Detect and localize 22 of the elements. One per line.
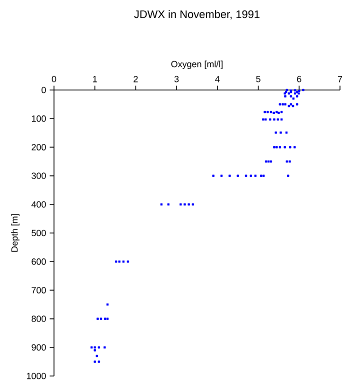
y-tick-label: 900 — [32, 344, 46, 351]
y-tick-label: 500 — [32, 230, 46, 236]
y-tick-label: 800 — [32, 316, 46, 322]
y-tick-label: 400 — [31, 201, 46, 208]
y-tick-label: 1000 — [26, 372, 46, 380]
chart-title: JDWX in November, 1991 — [134, 10, 260, 20]
y-tick-label: 200 — [32, 144, 46, 150]
x-tick-label: 6 — [297, 76, 302, 82]
y-tick-label: 100 — [32, 115, 46, 122]
y-tick-label: 0 — [42, 86, 46, 94]
x-tick-label: 0 — [52, 76, 56, 82]
x-tick-label: 3 — [174, 76, 179, 82]
x-tick-label: 5 — [256, 76, 260, 82]
x-tick-label: 4 — [215, 76, 220, 82]
y-tick-label: 300 — [32, 172, 46, 179]
y-axis-title: Depth [m] — [11, 214, 20, 252]
x-tick-label: 7 — [338, 76, 342, 82]
y-tick-label: 600 — [32, 258, 46, 265]
x-tick-label: 1 — [93, 76, 97, 82]
x-axis-title: Oxygen [ml/l] — [171, 60, 223, 70]
x-tick-label: 2 — [134, 76, 138, 82]
y-tick-label: 700 — [32, 287, 46, 294]
